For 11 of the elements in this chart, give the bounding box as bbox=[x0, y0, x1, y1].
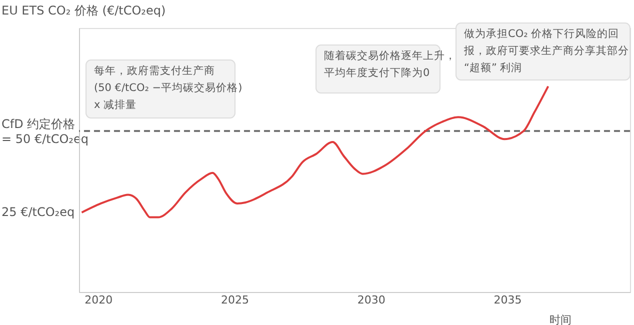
x-axis-title: 时间 bbox=[550, 314, 572, 325]
y-tick-label: CfD 约定价格 = 50 €/tCO₂eq bbox=[2, 117, 88, 146]
x-tick-label: 2025 bbox=[220, 294, 249, 306]
annotation: 每年，政府需支付生产商 (50 €/tCO₂ −平均碳交易价格) x 减排量 bbox=[94, 64, 242, 111]
annotation: 做为承担CO₂ 价格下行风险的回报，政府可要求生产商分享其部分“超额” 利润 bbox=[463, 27, 629, 74]
y-tick-label: 25 €/tCO₂eq bbox=[2, 205, 75, 220]
x-tick-label: 2020 bbox=[84, 294, 113, 306]
x-tick-label: 2035 bbox=[494, 294, 522, 306]
y-axis-title: EU ETS CO₂ 价格 (€/tCO₂eq) bbox=[2, 4, 166, 18]
x-tick-label: 2030 bbox=[357, 294, 386, 306]
annotation: 随着碳交易价格逐年上升，平均年度支付下降为0 bbox=[324, 49, 456, 79]
